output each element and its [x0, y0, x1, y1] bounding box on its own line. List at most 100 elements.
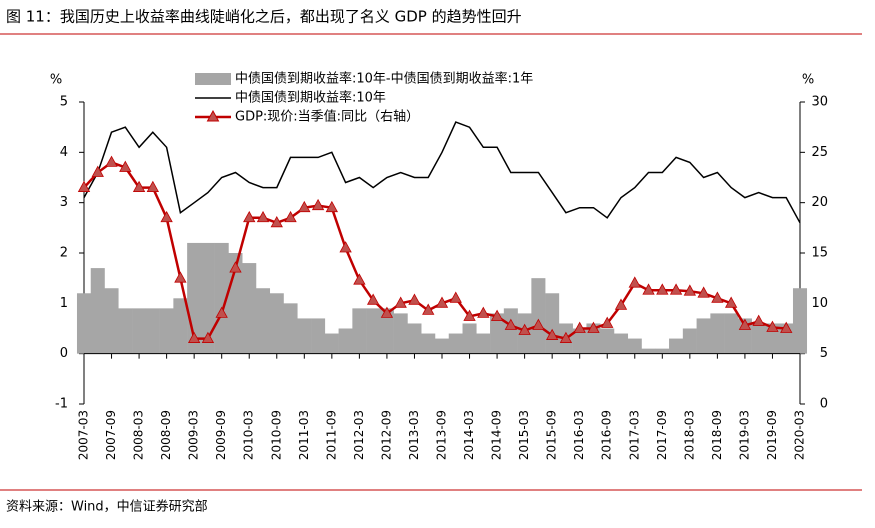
- x-tick-label: 2017-03: [627, 410, 641, 460]
- spread-bar: [448, 333, 463, 354]
- x-tick-label: 2016-09: [600, 410, 614, 460]
- x-tick-label: 2020-03: [793, 410, 807, 460]
- spread-bar: [476, 333, 491, 354]
- spread-bar: [242, 263, 257, 354]
- y2-tick-label: 0: [820, 397, 828, 412]
- x-tick-label: 2008-03: [132, 410, 146, 460]
- spread-bar: [90, 268, 105, 354]
- y2-tick-label: 20: [811, 195, 828, 210]
- y-tick-label: 0: [60, 346, 68, 361]
- x-tick-label: 2009-09: [214, 410, 228, 460]
- gdp-marker: [325, 200, 339, 213]
- gdp-marker: [656, 283, 669, 295]
- legend-label: GDP:现价:当季值:同比（右轴）: [235, 109, 419, 125]
- spread-bar: [407, 323, 422, 354]
- gdp-marker: [559, 331, 573, 343]
- gdp-marker: [545, 328, 559, 340]
- x-tick-label: 2009-03: [187, 410, 201, 460]
- x-tick-label: 2019-03: [737, 410, 751, 460]
- legend-label: 中债国债到期收益率:10年: [235, 90, 386, 106]
- spread-bar: [104, 288, 119, 354]
- spread-bar: [379, 308, 394, 354]
- y-axis-unit: %: [50, 73, 62, 88]
- spread-bar: [132, 308, 147, 354]
- x-tick-label: 2012-09: [379, 410, 393, 460]
- spread-bar: [792, 288, 808, 354]
- spread-bar: [393, 313, 408, 354]
- gdp-marker: [298, 200, 311, 213]
- gdp-marker: [766, 320, 779, 332]
- gdp-marker: [697, 286, 710, 298]
- spread-bar: [311, 318, 326, 354]
- x-tick-label: 2010-03: [242, 410, 256, 460]
- gdp-marker: [380, 306, 394, 318]
- spread-bar: [200, 242, 215, 354]
- gdp-marker: [105, 155, 118, 167]
- y-tick-label: 2: [60, 246, 68, 261]
- x-tick-label: 2012-03: [352, 410, 366, 460]
- gdp-marker: [642, 283, 655, 295]
- gdp-marker: [587, 321, 600, 333]
- gdp-marker: [614, 298, 628, 310]
- gdp-marker: [394, 296, 407, 308]
- x-tick-label: 2014-09: [490, 410, 504, 460]
- spread-bar: [255, 288, 271, 354]
- gdp-marker: [256, 210, 270, 223]
- gdp-marker: [174, 271, 187, 283]
- gdp-marker: [132, 180, 146, 192]
- gdp-marker: [91, 165, 104, 177]
- spread-bar: [751, 323, 766, 354]
- x-tick-label: 2013-03: [407, 410, 421, 460]
- spread-bar: [297, 318, 312, 354]
- x-tick-label: 2013-09: [435, 410, 449, 460]
- spread-bar: [682, 328, 697, 354]
- legend-marker: [206, 109, 220, 122]
- spread-bar: [352, 308, 367, 354]
- legend-swatch: [195, 73, 231, 85]
- x-tick-label: 2018-03: [682, 410, 696, 460]
- gdp-marker: [518, 323, 531, 335]
- legend-label: 中债国债到期收益率:10年-中债国债到期收益率:1年: [235, 71, 533, 87]
- x-tick-label: 2010-09: [269, 410, 283, 460]
- gdp-marker: [146, 180, 160, 192]
- spread-bar: [214, 242, 229, 354]
- gdp-marker: [738, 318, 752, 330]
- spread-bar: [173, 298, 188, 354]
- spread-bar: [600, 328, 615, 354]
- spread-bar: [572, 328, 587, 354]
- gdp-marker: [187, 331, 201, 343]
- y2-axis-unit: %: [802, 73, 814, 88]
- x-tick-label: 2018-09: [710, 410, 724, 460]
- gdp-marker: [683, 284, 697, 296]
- x-tick-label: 2007-09: [104, 410, 118, 460]
- gdp-marker: [160, 210, 173, 223]
- x-tick-label: 2008-09: [159, 410, 173, 460]
- spread-bar: [724, 313, 739, 354]
- x-tick-label: 2016-03: [572, 410, 586, 460]
- spread-bar: [462, 323, 477, 354]
- gdp-marker: [215, 306, 228, 318]
- spread-bar: [710, 313, 725, 354]
- gdp-marker: [628, 276, 641, 288]
- y2-tick-label: 25: [811, 145, 828, 160]
- spread-bar: [641, 348, 656, 354]
- spread-bar: [269, 293, 284, 354]
- gdp-marker: [408, 293, 421, 305]
- gdp-marker: [449, 291, 462, 303]
- gdp-marker: [490, 309, 504, 321]
- gdp-marker: [366, 293, 380, 305]
- spread-bar: [503, 308, 518, 354]
- gdp-marker: [270, 215, 283, 228]
- y2-tick-label: 15: [811, 246, 828, 261]
- gdp-marker: [353, 273, 366, 285]
- gdp-marker: [752, 314, 765, 326]
- gdp-marker: [780, 321, 793, 333]
- gdp-marker: [339, 241, 352, 253]
- y-tick-label: 3: [60, 195, 68, 210]
- gdp-marker: [532, 318, 545, 330]
- y2-tick-label: 5: [820, 346, 828, 361]
- gdp-marker: [463, 309, 476, 321]
- gdp-marker: [284, 210, 297, 223]
- y-tick-label: 5: [60, 95, 68, 110]
- x-tick-label: 2019-09: [765, 410, 779, 460]
